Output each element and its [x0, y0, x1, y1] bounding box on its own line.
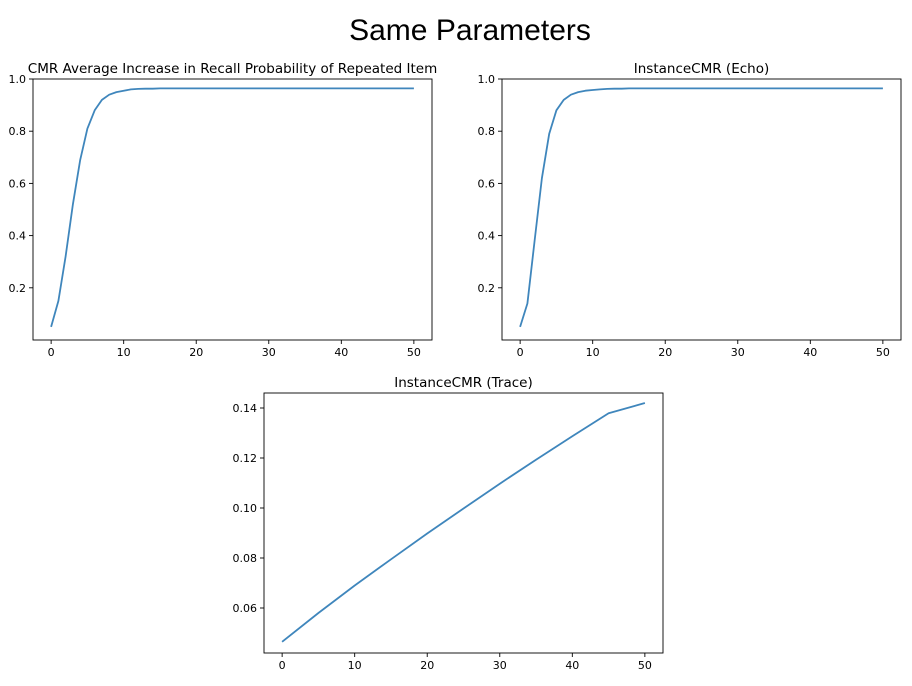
y-tick-label: 0.2	[478, 282, 496, 295]
axes-frame	[263, 392, 664, 654]
subplot-1: CMR Average Increase in Recall Probabili…	[9, 61, 438, 359]
y-tick-label: 0.06	[233, 602, 258, 615]
y-tick-label: 0.4	[9, 230, 27, 243]
x-tick-label: 50	[407, 346, 421, 359]
x-tick-label: 40	[803, 346, 817, 359]
subplot-title: InstanceCMR (Echo)	[634, 61, 769, 77]
axes-frame	[501, 78, 902, 341]
series-line	[50, 87, 414, 328]
x-tick-label: 10	[117, 346, 131, 359]
x-tick-label: 0	[48, 346, 55, 359]
y-tick-label: 1.0	[478, 73, 496, 86]
y-tick-label: 0.4	[478, 230, 496, 243]
x-tick-label: 40	[565, 659, 579, 672]
x-tick-label: 20	[420, 659, 434, 672]
x-tick-label: 30	[262, 346, 276, 359]
y-tick-label: 0.8	[9, 125, 27, 138]
x-tick-label: 10	[348, 659, 362, 672]
y-tick-label: 0.2	[9, 282, 27, 295]
y-tick-label: 0.12	[233, 452, 258, 465]
x-tick-label: 20	[658, 346, 672, 359]
axes-frame	[32, 78, 433, 341]
y-tick-label: 1.0	[9, 73, 27, 86]
x-tick-label: 20	[189, 346, 203, 359]
x-tick-label: 50	[876, 346, 890, 359]
y-tick-label: 0.14	[233, 402, 258, 415]
y-tick-label: 0.6	[478, 177, 496, 190]
subplot-title: CMR Average Increase in Recall Probabili…	[28, 61, 437, 77]
subplot-2: InstanceCMR (Echo) 0 10 20 30 40 50 0.2 0.4 0.6 0.…	[478, 61, 902, 359]
x-tick-label: 0	[517, 346, 524, 359]
x-tick-label: 30	[731, 346, 745, 359]
figure-title: Same Parameters	[349, 14, 591, 47]
subplot-3: InstanceCMR (Trace) 0 10 20 30 40 50 0.06 0.08 0.…	[233, 375, 664, 672]
y-tick-label: 0.8	[478, 125, 496, 138]
x-tick-label: 10	[586, 346, 600, 359]
subplot-title: InstanceCMR (Trace)	[394, 375, 533, 391]
y-tick-label: 0.10	[233, 502, 258, 515]
y-tick-label: 0.6	[9, 177, 27, 190]
x-tick-label: 40	[334, 346, 348, 359]
x-tick-label: 0	[279, 659, 286, 672]
y-tick-label: 0.08	[233, 552, 258, 565]
x-tick-label: 30	[493, 659, 507, 672]
series-line	[519, 87, 883, 328]
x-tick-label: 50	[638, 659, 652, 672]
series-line	[281, 402, 646, 643]
